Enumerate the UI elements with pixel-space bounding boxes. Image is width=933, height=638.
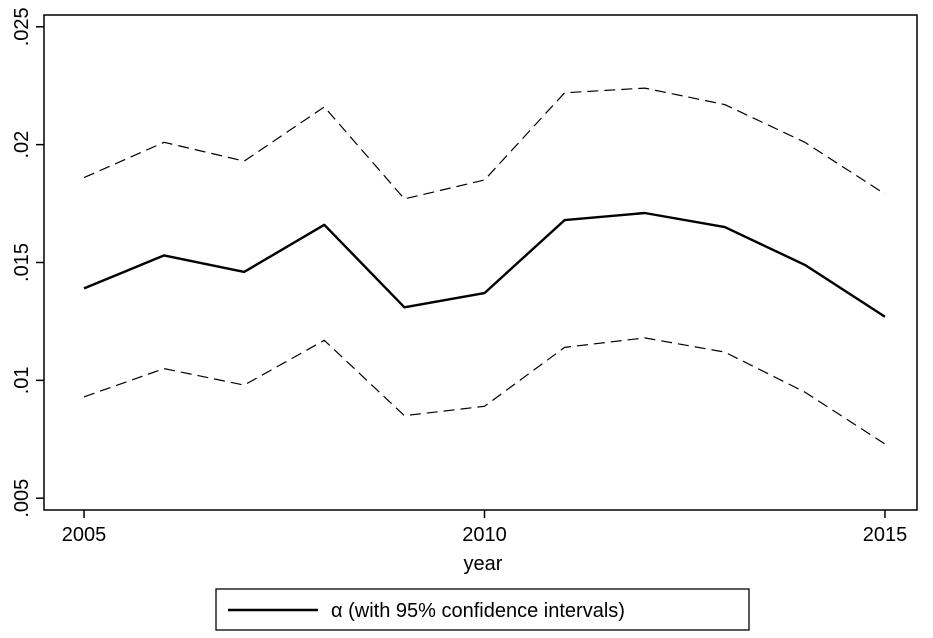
- x-tick-label: 2010: [462, 524, 507, 546]
- y-axis: .005 .01 .015 .02 .025: [11, 7, 44, 518]
- legend: α (with 95% confidence intervals): [215, 588, 750, 631]
- legend-label: α (with 95% confidence intervals): [331, 600, 625, 622]
- plot-frame: [43, 14, 918, 511]
- series-line-lower: [83, 337, 886, 445]
- y-tick-label: .005: [11, 479, 33, 518]
- y-tick-label: .025: [11, 7, 33, 46]
- x-axis: 2005 2010 2015: [62, 510, 907, 546]
- legend-box: [215, 588, 750, 631]
- x-tick-label: 2005: [62, 524, 107, 546]
- y-tick-label: .015: [11, 243, 33, 282]
- series-line-upper: [83, 87, 886, 200]
- y-tick-label: .01: [11, 366, 33, 394]
- y-tick-label: .02: [11, 131, 33, 159]
- series-layer: [83, 87, 886, 445]
- x-tick-label: 2015: [863, 524, 908, 546]
- series-line-estimate: [83, 211, 886, 318]
- x-axis-title: year: [464, 553, 503, 575]
